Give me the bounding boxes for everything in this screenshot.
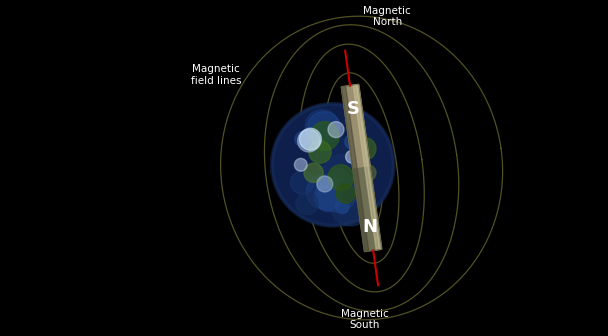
Circle shape xyxy=(330,185,371,226)
Circle shape xyxy=(322,154,364,195)
Circle shape xyxy=(311,122,339,151)
Polygon shape xyxy=(353,85,380,250)
Circle shape xyxy=(317,176,333,192)
Circle shape xyxy=(345,134,360,149)
Circle shape xyxy=(345,151,358,163)
Circle shape xyxy=(297,130,320,152)
Circle shape xyxy=(360,165,376,181)
Circle shape xyxy=(336,200,349,213)
Circle shape xyxy=(314,183,341,210)
Circle shape xyxy=(317,176,331,189)
Circle shape xyxy=(316,137,356,178)
Circle shape xyxy=(296,193,318,215)
Text: N: N xyxy=(362,218,378,236)
Text: Magnetic
North: Magnetic North xyxy=(364,6,411,27)
Circle shape xyxy=(349,125,365,141)
Polygon shape xyxy=(353,167,382,252)
Circle shape xyxy=(300,128,322,150)
Circle shape xyxy=(291,171,314,194)
Circle shape xyxy=(307,112,340,145)
Circle shape xyxy=(304,163,323,182)
Text: S: S xyxy=(347,100,360,118)
Polygon shape xyxy=(341,86,369,252)
Circle shape xyxy=(306,175,341,209)
Circle shape xyxy=(316,171,357,212)
Circle shape xyxy=(331,168,345,181)
Circle shape xyxy=(328,165,354,191)
Circle shape xyxy=(309,141,331,163)
Circle shape xyxy=(272,104,393,225)
Polygon shape xyxy=(356,84,381,249)
Circle shape xyxy=(295,132,309,146)
Circle shape xyxy=(354,138,376,160)
Circle shape xyxy=(305,110,339,143)
Text: Magnetic
field lines: Magnetic field lines xyxy=(191,65,241,86)
Polygon shape xyxy=(341,84,370,169)
Circle shape xyxy=(336,184,355,203)
Circle shape xyxy=(328,122,344,138)
Circle shape xyxy=(294,158,307,171)
Text: Magnetic
South: Magnetic South xyxy=(341,309,389,330)
Circle shape xyxy=(334,185,349,200)
Circle shape xyxy=(315,186,341,212)
